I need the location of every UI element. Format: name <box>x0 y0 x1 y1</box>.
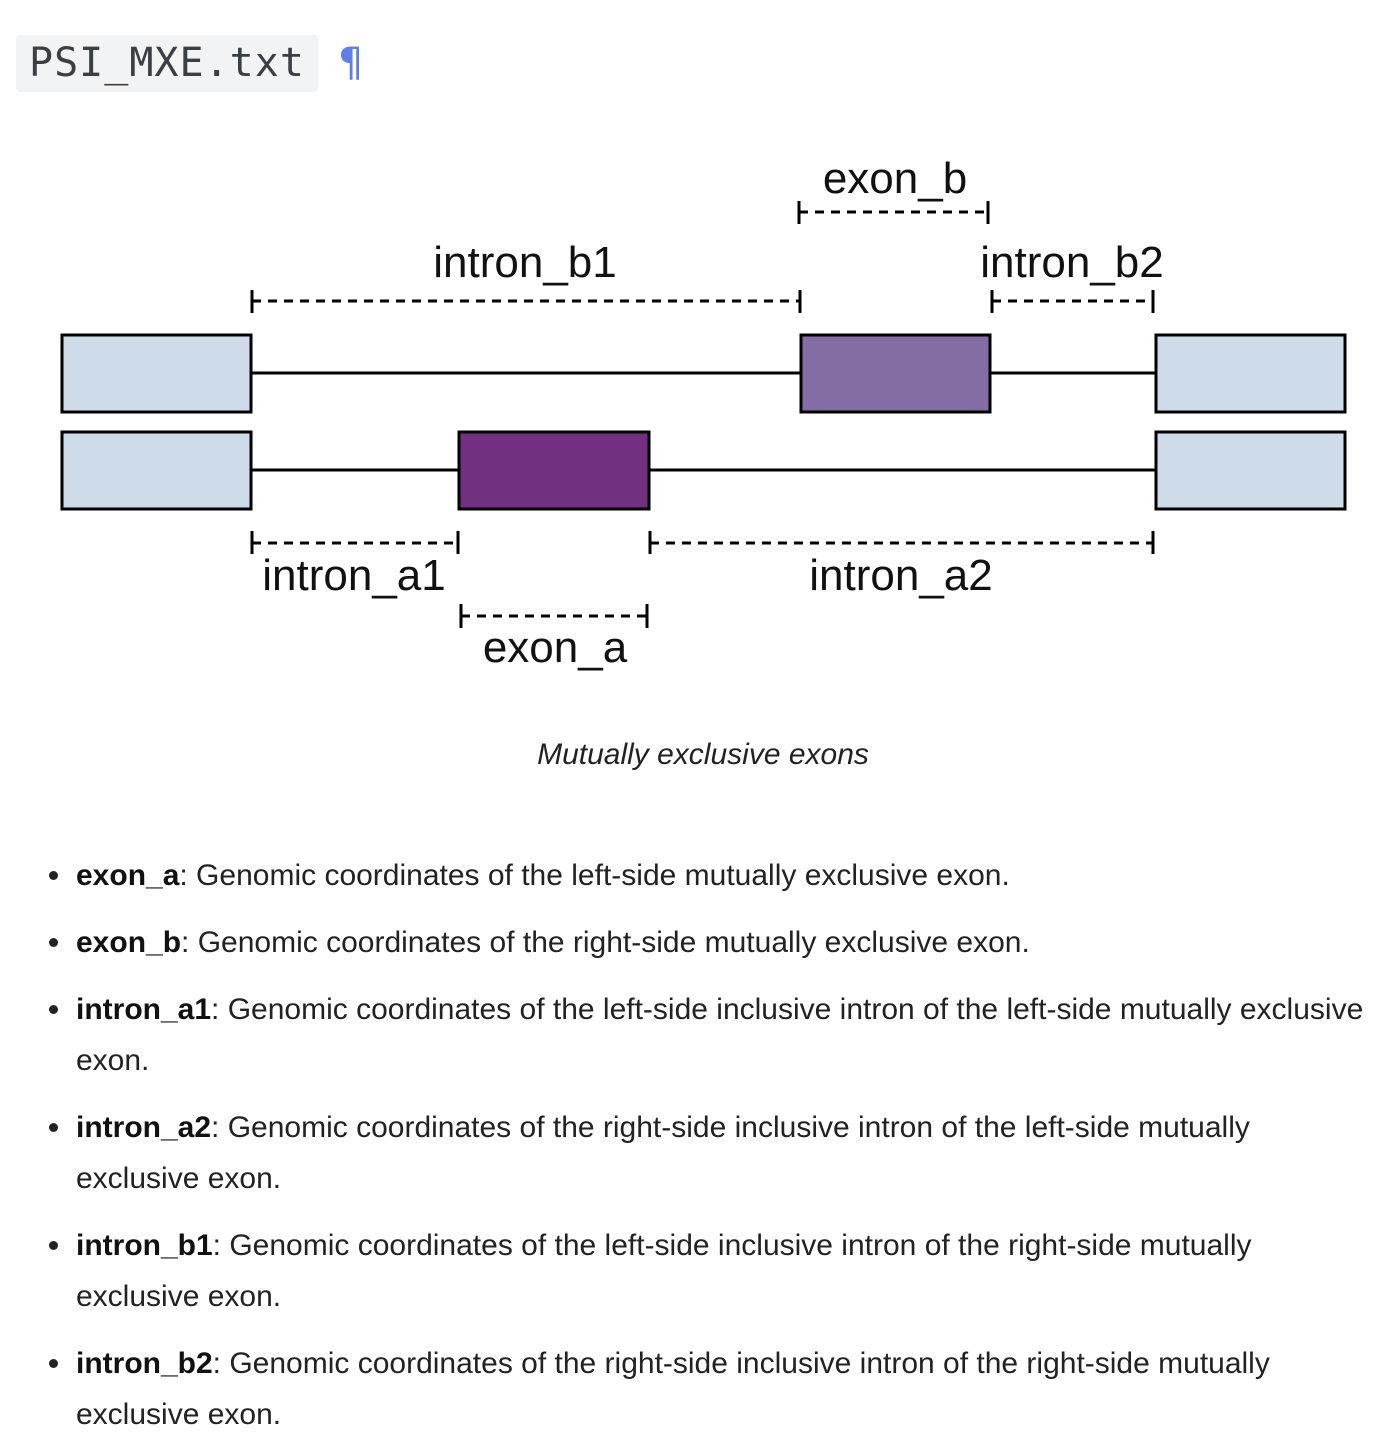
constitutive-exon-top-right <box>1154 333 1347 414</box>
exon-a-bracket <box>459 604 649 628</box>
permalink-anchor[interactable]: ¶ <box>337 40 364 86</box>
term-description: : Genomic coordinates of the right-side … <box>76 1347 1270 1431</box>
term-description: : Genomic coordinates of the left-side m… <box>179 859 1010 892</box>
diagram-caption: Mutually exclusive exons <box>537 738 869 771</box>
filename-code: PSI_MXE.txt <box>16 35 318 92</box>
exon-b-box <box>799 333 992 414</box>
intron-a2-label: intron_a2 <box>809 551 992 600</box>
intron-a1-label: intron_a1 <box>262 551 445 600</box>
term-description: : Genomic coordinates of the left-side i… <box>76 993 1364 1077</box>
exon-a-box <box>457 430 651 511</box>
term-label: intron_a2 <box>76 1111 212 1144</box>
term-label: intron_b1 <box>76 1229 213 1262</box>
term-label: intron_b2 <box>76 1347 213 1380</box>
exon-b-bracket <box>797 201 990 224</box>
intron-a2-bracket <box>648 531 1155 554</box>
constitutive-exon-bottom-left <box>60 430 253 511</box>
list-item: exon_a: Genomic coordinates of the left-… <box>49 850 1366 901</box>
list-item: intron_a1: Genomic coordinates of the le… <box>49 984 1366 1086</box>
list-item: exon_b: Genomic coordinates of the right… <box>49 917 1366 968</box>
list-item: intron_b2: Genomic coordinates of the ri… <box>49 1338 1366 1440</box>
exon-b-label: exon_b <box>823 154 967 203</box>
file-heading: PSI_MXE.txt ¶ <box>16 35 363 92</box>
term-label: exon_b <box>76 926 182 959</box>
term-description: : Genomic coordinates of the right-side … <box>181 926 1030 959</box>
term-label: intron_a1 <box>76 993 212 1026</box>
intron-a1-bracket <box>250 531 460 554</box>
intron-b1-bracket <box>250 290 802 313</box>
intron-b2-bracket <box>990 290 1155 313</box>
list-item: intron_b1: Genomic coordinates of the le… <box>49 1220 1366 1322</box>
term-label: exon_a <box>76 859 180 892</box>
definition-list: exon_a: Genomic coordinates of the left-… <box>49 850 1366 1456</box>
constitutive-exon-bottom-right <box>1154 430 1347 511</box>
mxe-diagram: exon_b intron_b1 intron_b2 intron_a1 int… <box>60 154 1347 672</box>
list-item: intron_a2: Genomic coordinates of the ri… <box>49 1102 1366 1204</box>
exon-a-label: exon_a <box>483 623 628 672</box>
intron-b2-label: intron_b2 <box>980 238 1163 287</box>
intron-b1-label: intron_b1 <box>433 238 616 287</box>
term-description: : Genomic coordinates of the left-side i… <box>76 1229 1252 1313</box>
term-description: : Genomic coordinates of the right-side … <box>76 1111 1250 1195</box>
constitutive-exon-top-left <box>60 333 253 414</box>
